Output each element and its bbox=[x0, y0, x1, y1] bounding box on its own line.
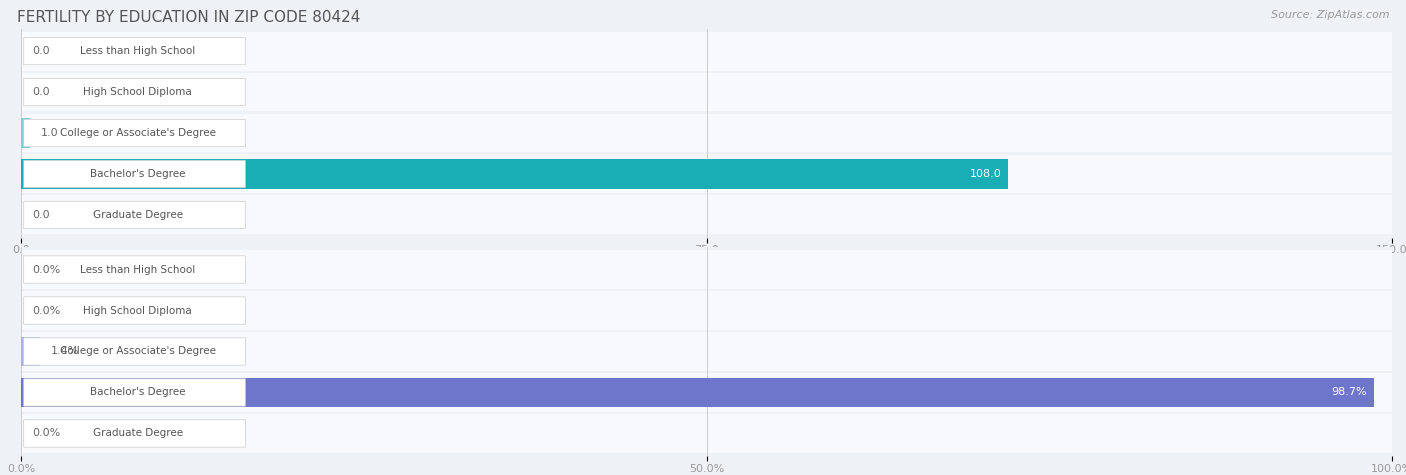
Text: High School Diploma: High School Diploma bbox=[83, 305, 193, 315]
Bar bbox=[21, 378, 1374, 407]
Text: Graduate Degree: Graduate Degree bbox=[93, 428, 183, 438]
Text: 0.0%: 0.0% bbox=[32, 428, 60, 438]
Text: Graduate Degree: Graduate Degree bbox=[93, 210, 183, 220]
Text: College or Associate's Degree: College or Associate's Degree bbox=[59, 128, 215, 138]
FancyBboxPatch shape bbox=[24, 297, 246, 324]
Text: Source: ZipAtlas.com: Source: ZipAtlas.com bbox=[1271, 10, 1389, 19]
FancyBboxPatch shape bbox=[24, 338, 246, 365]
Bar bbox=[21, 196, 1392, 235]
Text: College or Associate's Degree: College or Associate's Degree bbox=[59, 346, 215, 357]
Text: High School Diploma: High School Diploma bbox=[83, 87, 193, 97]
FancyBboxPatch shape bbox=[24, 160, 245, 188]
Text: FERTILITY BY EDUCATION IN ZIP CODE 80424: FERTILITY BY EDUCATION IN ZIP CODE 80424 bbox=[17, 10, 360, 25]
Bar bbox=[21, 31, 1392, 70]
Bar bbox=[21, 118, 31, 148]
Bar bbox=[21, 154, 1392, 193]
Text: Less than High School: Less than High School bbox=[80, 46, 195, 56]
Text: 0.0: 0.0 bbox=[32, 87, 49, 97]
Bar bbox=[21, 337, 41, 366]
Bar bbox=[21, 159, 1008, 189]
Bar bbox=[21, 250, 1392, 289]
Text: 108.0: 108.0 bbox=[970, 169, 1001, 179]
Bar bbox=[21, 291, 1392, 330]
Text: 98.7%: 98.7% bbox=[1331, 388, 1367, 398]
Text: Bachelor's Degree: Bachelor's Degree bbox=[90, 169, 186, 179]
Text: 1.0: 1.0 bbox=[41, 128, 59, 138]
FancyBboxPatch shape bbox=[24, 38, 245, 65]
Bar bbox=[21, 114, 1392, 152]
Bar bbox=[21, 414, 1392, 453]
Bar bbox=[21, 373, 1392, 412]
FancyBboxPatch shape bbox=[24, 119, 245, 147]
Text: 0.0: 0.0 bbox=[32, 210, 49, 220]
Text: 0.0: 0.0 bbox=[32, 46, 49, 56]
Text: Less than High School: Less than High School bbox=[80, 265, 195, 275]
Text: 1.4%: 1.4% bbox=[51, 346, 80, 357]
Bar bbox=[21, 73, 1392, 112]
FancyBboxPatch shape bbox=[24, 256, 246, 283]
Bar bbox=[21, 332, 1392, 371]
FancyBboxPatch shape bbox=[24, 201, 245, 228]
Text: 0.0%: 0.0% bbox=[32, 305, 60, 315]
Text: 0.0%: 0.0% bbox=[32, 265, 60, 275]
Text: Bachelor's Degree: Bachelor's Degree bbox=[90, 388, 186, 398]
FancyBboxPatch shape bbox=[24, 420, 246, 447]
FancyBboxPatch shape bbox=[24, 78, 245, 106]
FancyBboxPatch shape bbox=[24, 379, 246, 406]
